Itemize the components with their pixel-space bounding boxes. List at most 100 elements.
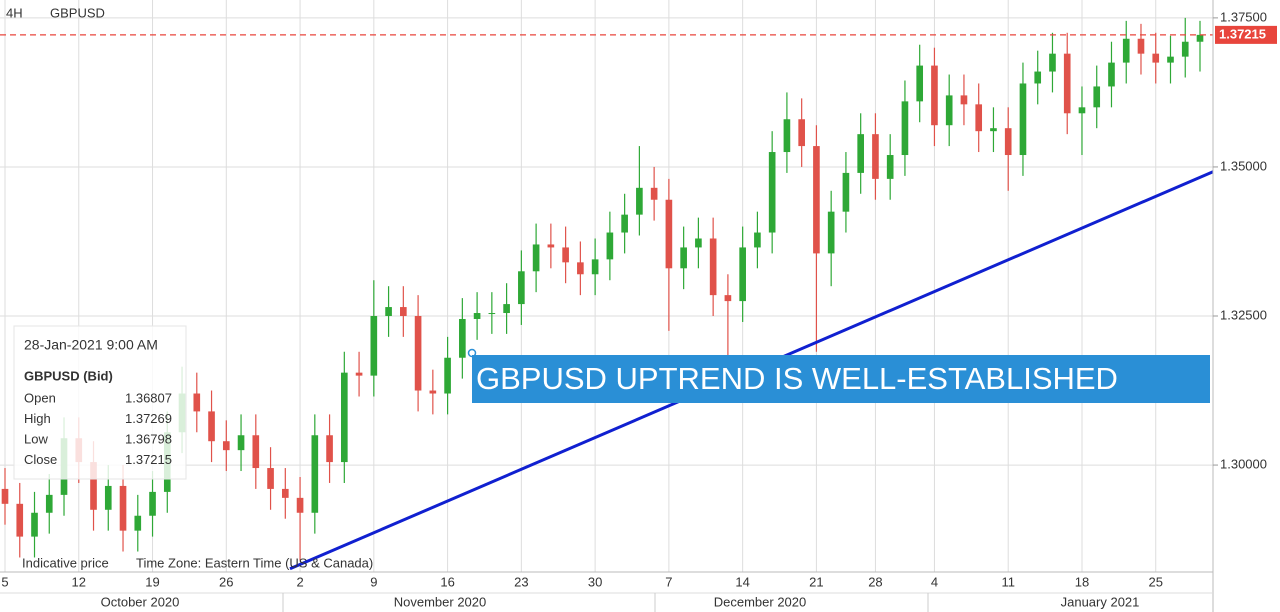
candle-body: [45, 494, 53, 513]
candle-body: [370, 316, 378, 376]
candle-body: [1152, 53, 1160, 63]
candle-body: [665, 199, 673, 269]
candle-body: [488, 313, 496, 315]
candle-body: [827, 211, 835, 254]
info-row-label: Close: [24, 452, 57, 467]
candle-body: [813, 146, 820, 254]
candle-body: [754, 232, 761, 248]
candle-body: [960, 95, 968, 105]
candle-body: [459, 318, 466, 358]
candle-body: [695, 238, 702, 248]
y-tick-label: 1.32500: [1220, 307, 1267, 322]
x-tick-label: 4: [931, 574, 938, 589]
candle-body: [783, 119, 791, 153]
candle-body: [518, 271, 525, 305]
candle-body: [606, 232, 614, 260]
candle-body: [650, 187, 658, 200]
candle-body: [1034, 71, 1042, 84]
candle-body: [503, 304, 510, 314]
candle-body: [311, 435, 319, 513]
annotation-text: GBPUSD UPTREND IS WELL-ESTABLISHED: [476, 361, 1118, 396]
y-tick-label: 1.35000: [1220, 158, 1267, 173]
x-tick-label: 23: [514, 574, 528, 589]
candle-body: [975, 104, 983, 132]
x-tick-label: 30: [588, 574, 602, 589]
info-row-label: High: [24, 411, 51, 426]
x-tick-label: 2: [296, 574, 303, 589]
annotation-box: [472, 355, 1210, 403]
candle-body: [1063, 53, 1071, 114]
candle-body: [104, 485, 112, 510]
info-row-value: 1.36798: [125, 431, 172, 446]
candle-body: [400, 307, 407, 317]
candle-body: [945, 95, 953, 126]
info-row-value: 1.36807: [125, 390, 172, 405]
x-tick-label: 28: [868, 574, 882, 589]
footer-timezone: Time Zone: Eastern Time (US & Canada): [136, 555, 373, 570]
info-title: GBPUSD (Bid): [24, 368, 113, 383]
month-label: December 2020: [714, 594, 807, 609]
candle-body: [134, 515, 142, 531]
info-row-value: 1.37269: [125, 411, 172, 426]
candle-body: [193, 393, 201, 412]
x-tick-label: 19: [145, 574, 159, 589]
y-tick-label: 1.30000: [1220, 457, 1267, 472]
candle-body: [532, 244, 540, 272]
candle-body: [591, 259, 599, 275]
candle-body: [281, 488, 289, 498]
candle-body: [916, 65, 924, 102]
x-tick-label: 18: [1075, 574, 1089, 589]
candle-body: [1181, 41, 1189, 57]
candle-body: [341, 372, 348, 463]
candle-body: [222, 441, 230, 451]
candle-body: [414, 316, 422, 391]
candle-body: [31, 512, 38, 537]
candle-body: [901, 101, 909, 156]
candle-body: [768, 152, 776, 233]
x-tick-label: 9: [370, 574, 377, 589]
candle-body: [473, 313, 481, 319]
candle-body: [237, 435, 245, 451]
candle-body: [739, 247, 746, 302]
candle-body: [252, 435, 260, 469]
x-tick-label: 26: [219, 574, 233, 589]
candle-body: [547, 244, 555, 248]
candle-body: [1078, 107, 1086, 114]
candle-body: [724, 295, 732, 302]
info-date: 28-Jan-2021 9:00 AM: [24, 337, 158, 353]
candle-body: [1, 488, 9, 504]
x-tick-label: 11: [1001, 574, 1015, 589]
x-tick-label: 14: [735, 574, 749, 589]
candle-body: [577, 262, 584, 275]
x-tick-label: 5: [1, 574, 8, 589]
candle-body: [444, 357, 451, 394]
info-row-value: 1.37215: [125, 452, 172, 467]
candle-body: [798, 119, 805, 147]
candle-body: [1108, 62, 1115, 87]
candle-body: [680, 247, 687, 269]
candle-body: [1019, 83, 1027, 156]
candle-body: [1004, 128, 1012, 156]
timeframe: 4H: [6, 5, 23, 20]
candle-body: [296, 497, 304, 513]
candle-body: [429, 390, 437, 394]
candle-body: [1093, 86, 1101, 108]
candle-body: [857, 134, 864, 173]
candle-body: [355, 372, 363, 376]
month-label: November 2020: [394, 594, 487, 609]
last-price-label: 1.37215: [1219, 26, 1266, 41]
info-box: [13, 325, 187, 480]
candle-body: [208, 411, 215, 442]
candle-body: [636, 187, 643, 215]
x-tick-label: 12: [72, 574, 86, 589]
x-tick-label: 7: [665, 574, 672, 589]
symbol: GBPUSD: [50, 5, 105, 20]
candle-body: [90, 462, 97, 510]
candle-body: [1196, 34, 1204, 42]
candle-body: [931, 65, 938, 126]
footer-note: Indicative price: [22, 555, 109, 570]
candle-body: [872, 134, 879, 179]
candle-body: [267, 468, 274, 489]
